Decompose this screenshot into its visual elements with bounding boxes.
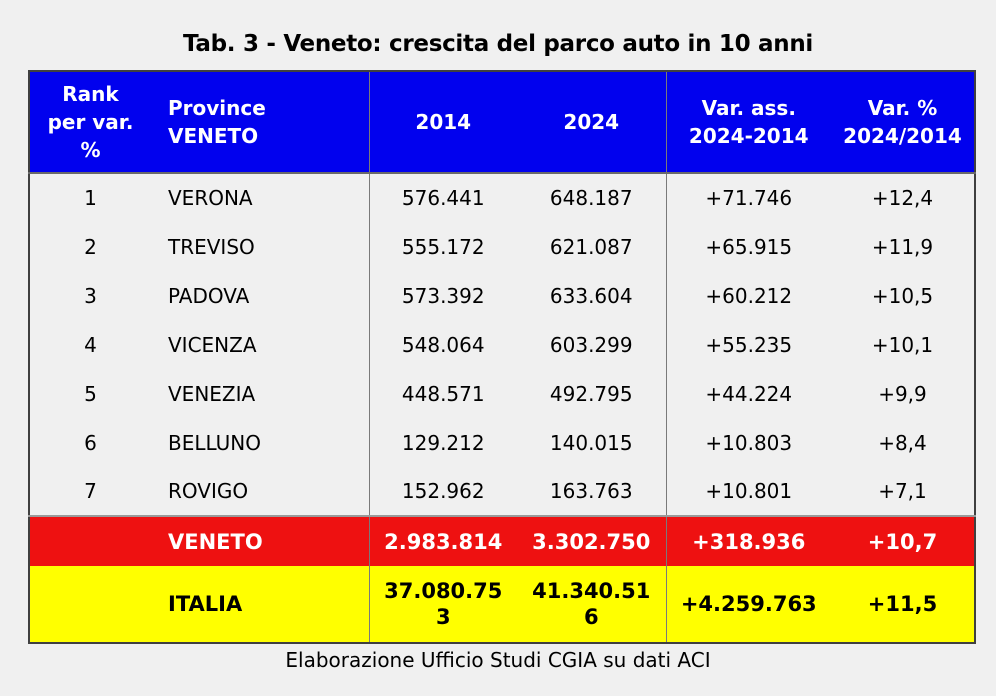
value-2014-cell: 2.983.814 — [369, 515, 517, 566]
header-cell-var-ass: Var. ass. 2024-2014 — [666, 71, 831, 174]
table-body: 1 VERONA 576.441 648.187 +71.746 +12,4 2… — [29, 173, 975, 643]
header-var-pct-line1: Var. % — [867, 96, 938, 120]
var-ass-cell: +65.915 — [705, 234, 793, 259]
total-label-veneto: VENETO — [151, 515, 370, 566]
header-cell-2014: 2014 — [369, 71, 517, 174]
header-cell-2024: 2024 — [517, 71, 667, 174]
value-2024-line2: 6 — [583, 605, 599, 629]
var-pct-cell: +10,1 — [871, 332, 934, 357]
table-row-venezia: 5 VENEZIA 448.571 492.795 +44.224 +9,9 — [29, 369, 975, 418]
value-2024-cell: 633.604 — [517, 271, 667, 320]
value-2014-line2: 3 — [435, 605, 451, 629]
table-row-padova: 3 PADOVA 573.392 633.604 +60.212 +10,5 — [29, 271, 975, 320]
value-2024-cell: 603.299 — [517, 320, 667, 369]
var-pct-cell: +10,5 — [871, 283, 934, 308]
rank-cell: 4 — [84, 332, 97, 357]
header-var-ass-line2: 2024-2014 — [688, 124, 809, 148]
value-2024-cell: 140.015 — [517, 418, 667, 467]
table-header: Rank per var. % Province VENETO 2014 202… — [29, 71, 975, 174]
source-note: Elaborazione Ufficio Studi CGIA su dati … — [285, 648, 711, 672]
header-province-line2: VENETO — [168, 124, 259, 148]
header-cell-var-pct: Var. % 2024/2014 — [831, 71, 975, 174]
total-label-italia: ITALIA — [151, 566, 370, 643]
var-ass-cell: +10.803 — [705, 430, 793, 455]
province-cell: VICENZA — [151, 320, 370, 369]
var-pct-cell: +7,1 — [878, 479, 927, 503]
table-row-vicenza: 4 VICENZA 548.064 603.299 +55.235 +10,1 — [29, 320, 975, 369]
value-2014-cell: 576.441 — [401, 186, 485, 210]
total-row-veneto: VENETO 2.983.814 3.302.750 +318.936 +10,… — [29, 515, 975, 566]
table-row-verona: 1 VERONA 576.441 648.187 +71.746 +12,4 — [29, 173, 975, 222]
value-2014-cell: 555.172 — [401, 234, 485, 259]
value-2014-cell: 152.962 — [401, 479, 485, 503]
var-ass-cell: +318.936 — [666, 515, 831, 566]
header-rank-line1: Rank — [62, 82, 119, 106]
header-rank-line3: % — [80, 138, 101, 162]
table-row-treviso: 2 TREVISO 555.172 621.087 +65.915 +11,9 — [29, 222, 975, 271]
header-cell-province: Province VENETO — [151, 71, 370, 174]
rank-cell-empty — [29, 566, 151, 643]
rank-cell: 2 — [84, 234, 97, 259]
province-cell: PADOVA — [151, 271, 370, 320]
var-pct-cell: +11,9 — [871, 234, 934, 259]
var-ass-cell: +60.212 — [705, 283, 793, 308]
value-2024-cell: 41.340.51 6 — [517, 566, 667, 643]
value-2024-cell: 492.795 — [517, 369, 667, 418]
province-cell: TREVISO — [151, 222, 370, 271]
total-row-italia: ITALIA 37.080.75 3 41.340.51 6 +4.259.76… — [29, 566, 975, 643]
table-row-rovigo: 7 ROVIGO 152.962 163.763 +10.801 +7,1 — [29, 467, 975, 516]
table-title: Tab. 3 - Veneto: crescita del parco auto… — [183, 31, 813, 57]
value-2024-cell: 163.763 — [517, 467, 667, 516]
province-cell: ROVIGO — [151, 467, 370, 516]
var-ass-cell: +44.224 — [705, 381, 793, 406]
var-ass-cell: +55.235 — [705, 332, 793, 357]
rank-cell: 7 — [84, 479, 97, 503]
header-row: Rank per var. % Province VENETO 2014 202… — [29, 71, 975, 174]
header-rank-line2: per var. — [47, 110, 134, 134]
province-cell: VERONA — [151, 173, 370, 222]
rank-cell-empty — [29, 515, 151, 566]
header-province-line1: Province — [168, 96, 266, 120]
value-2014-cell: 548.064 — [401, 332, 485, 357]
province-cell: BELLUNO — [151, 418, 370, 467]
rank-cell: 6 — [84, 430, 97, 455]
var-pct-cell: +9,9 — [878, 381, 927, 406]
rank-cell: 5 — [84, 381, 97, 406]
value-2014-cell: 129.212 — [401, 430, 485, 455]
header-var-pct-line2: 2024/2014 — [843, 124, 962, 148]
header-var-ass-line1: Var. ass. — [701, 96, 796, 120]
value-2014-cell: 37.080.75 3 — [369, 566, 517, 643]
value-2024-cell: 648.187 — [517, 173, 667, 222]
var-pct-cell: +12,4 — [871, 186, 934, 210]
value-2014-cell: 448.571 — [401, 381, 485, 406]
value-2014-line1: 37.080.75 — [384, 578, 503, 603]
rank-cell: 3 — [84, 283, 97, 308]
var-ass-cell: +71.746 — [705, 186, 793, 210]
parco-auto-table: Rank per var. % Province VENETO 2014 202… — [28, 70, 976, 644]
rank-cell: 1 — [84, 186, 97, 210]
header-cell-rank: Rank per var. % — [29, 71, 151, 174]
value-2024-cell: 621.087 — [517, 222, 667, 271]
var-ass-cell: +4.259.763 — [666, 566, 831, 643]
province-cell: VENEZIA — [151, 369, 370, 418]
table-row-belluno: 6 BELLUNO 129.212 140.015 +10.803 +8,4 — [29, 418, 975, 467]
var-pct-cell: +10,7 — [831, 515, 975, 566]
value-2024-line1: 41.340.51 — [532, 578, 651, 603]
value-2024-cell: 3.302.750 — [517, 515, 667, 566]
value-2014-cell: 573.392 — [401, 283, 485, 308]
var-pct-cell: +11,5 — [831, 566, 975, 643]
var-pct-cell: +8,4 — [878, 430, 927, 455]
var-ass-cell: +10.801 — [705, 479, 793, 503]
